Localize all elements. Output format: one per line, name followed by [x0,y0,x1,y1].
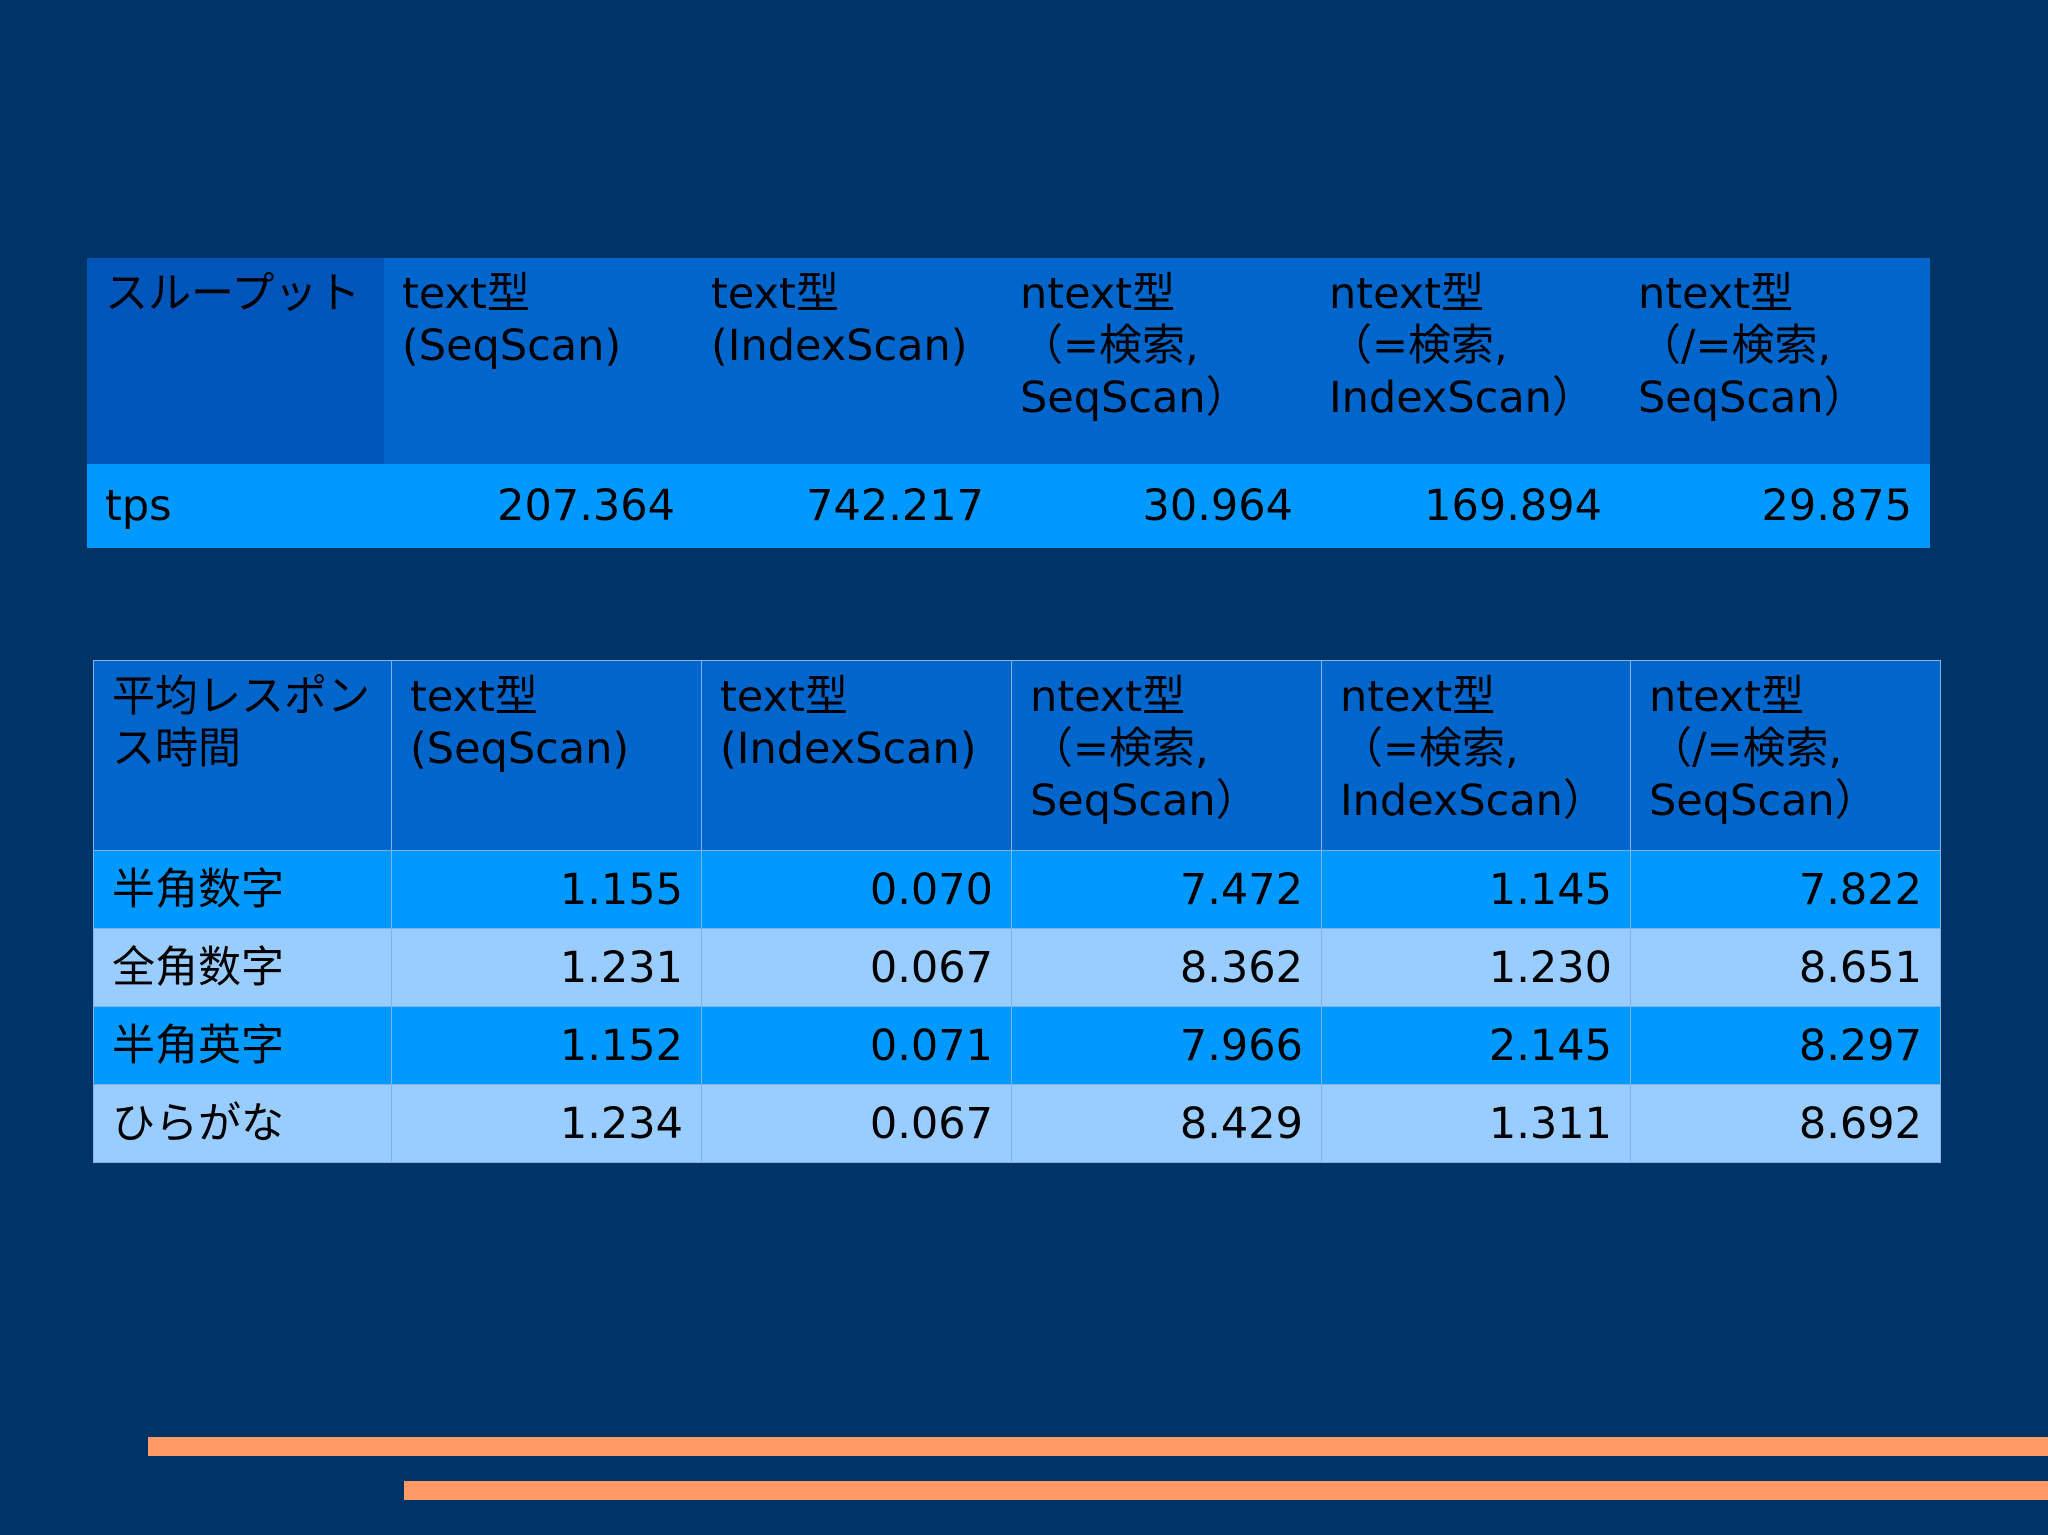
table-cell: 0.067 [701,928,1012,1007]
throughput-header-text-indexscan: text型 (IndexScan) [693,258,1002,464]
table-cell: 0.070 [701,850,1012,929]
response-header-text-seqscan: text型 (SeqScan) [391,660,702,851]
table-cell: 0.071 [701,1006,1012,1085]
response-header-ntext-neq-seqscan: ntext型 （/=検索, SeqScan） [1630,660,1941,851]
table-cell: 8.362 [1011,928,1322,1007]
table-row: tps 207.364 742.217 30.964 169.894 29.87… [87,464,1930,548]
table-cell: 1.145 [1321,850,1631,929]
throughput-table: スループット text型 (SeqScan) text型 (IndexScan)… [87,258,1930,548]
table-cell: 8.692 [1630,1084,1941,1163]
table-row: ひらがな 1.234 0.067 8.429 1.311 8.692 [93,1084,1941,1163]
table-cell: 1.311 [1321,1084,1631,1163]
response-time-table: 平均レスポン ス時間 text型 (SeqScan) text型 (IndexS… [93,660,1941,1163]
row-label: 半角英字 [93,1006,392,1085]
table-cell: 8.429 [1011,1084,1322,1163]
throughput-header-ntext-eq-indexscan: ntext型 （=検索, IndexScan） [1311,258,1620,464]
table-cell: 2.145 [1321,1006,1631,1085]
table-cell: 1.155 [391,850,702,929]
response-header-row: 平均レスポン ス時間 text型 (SeqScan) text型 (IndexS… [93,660,1941,851]
throughput-header-label: スループット [87,258,384,464]
row-label: tps [87,464,384,548]
table-cell: 742.217 [693,464,1002,548]
throughput-header-row: スループット text型 (SeqScan) text型 (IndexScan)… [87,258,1930,464]
throughput-header-ntext-neq-seqscan: ntext型 （/=検索, SeqScan） [1620,258,1930,464]
table-cell: 207.364 [384,464,693,548]
table-cell: 1.234 [391,1084,702,1163]
table-cell: 29.875 [1620,464,1930,548]
table-cell: 7.966 [1011,1006,1322,1085]
table-cell: 8.651 [1630,928,1941,1007]
table-cell: 7.822 [1630,850,1941,929]
table-cell: 8.297 [1630,1006,1941,1085]
throughput-header-text-seqscan: text型 (SeqScan) [384,258,693,464]
table-cell: 0.067 [701,1084,1012,1163]
throughput-header-ntext-eq-seqscan: ntext型 （=検索, SeqScan） [1002,258,1311,464]
response-header-label: 平均レスポン ス時間 [93,660,392,851]
table-cell: 1.152 [391,1006,702,1085]
response-header-ntext-eq-indexscan: ntext型 （=検索, IndexScan） [1321,660,1631,851]
table-cell: 1.230 [1321,928,1631,1007]
table-cell: 30.964 [1002,464,1311,548]
decorative-stripe-lower [404,1481,2048,1500]
decorative-stripe-upper [148,1437,2048,1456]
response-header-ntext-eq-seqscan: ntext型 （=検索, SeqScan） [1011,660,1322,851]
row-label: 半角数字 [93,850,392,929]
table-cell: 169.894 [1311,464,1620,548]
response-header-text-indexscan: text型 (IndexScan) [701,660,1012,851]
table-row: 半角英字 1.152 0.071 7.966 2.145 8.297 [93,1006,1941,1085]
table-cell: 1.231 [391,928,702,1007]
row-label: ひらがな [93,1084,392,1163]
table-row: 全角数字 1.231 0.067 8.362 1.230 8.651 [93,928,1941,1007]
table-row: 半角数字 1.155 0.070 7.472 1.145 7.822 [93,850,1941,929]
table-cell: 7.472 [1011,850,1322,929]
row-label: 全角数字 [93,928,392,1007]
